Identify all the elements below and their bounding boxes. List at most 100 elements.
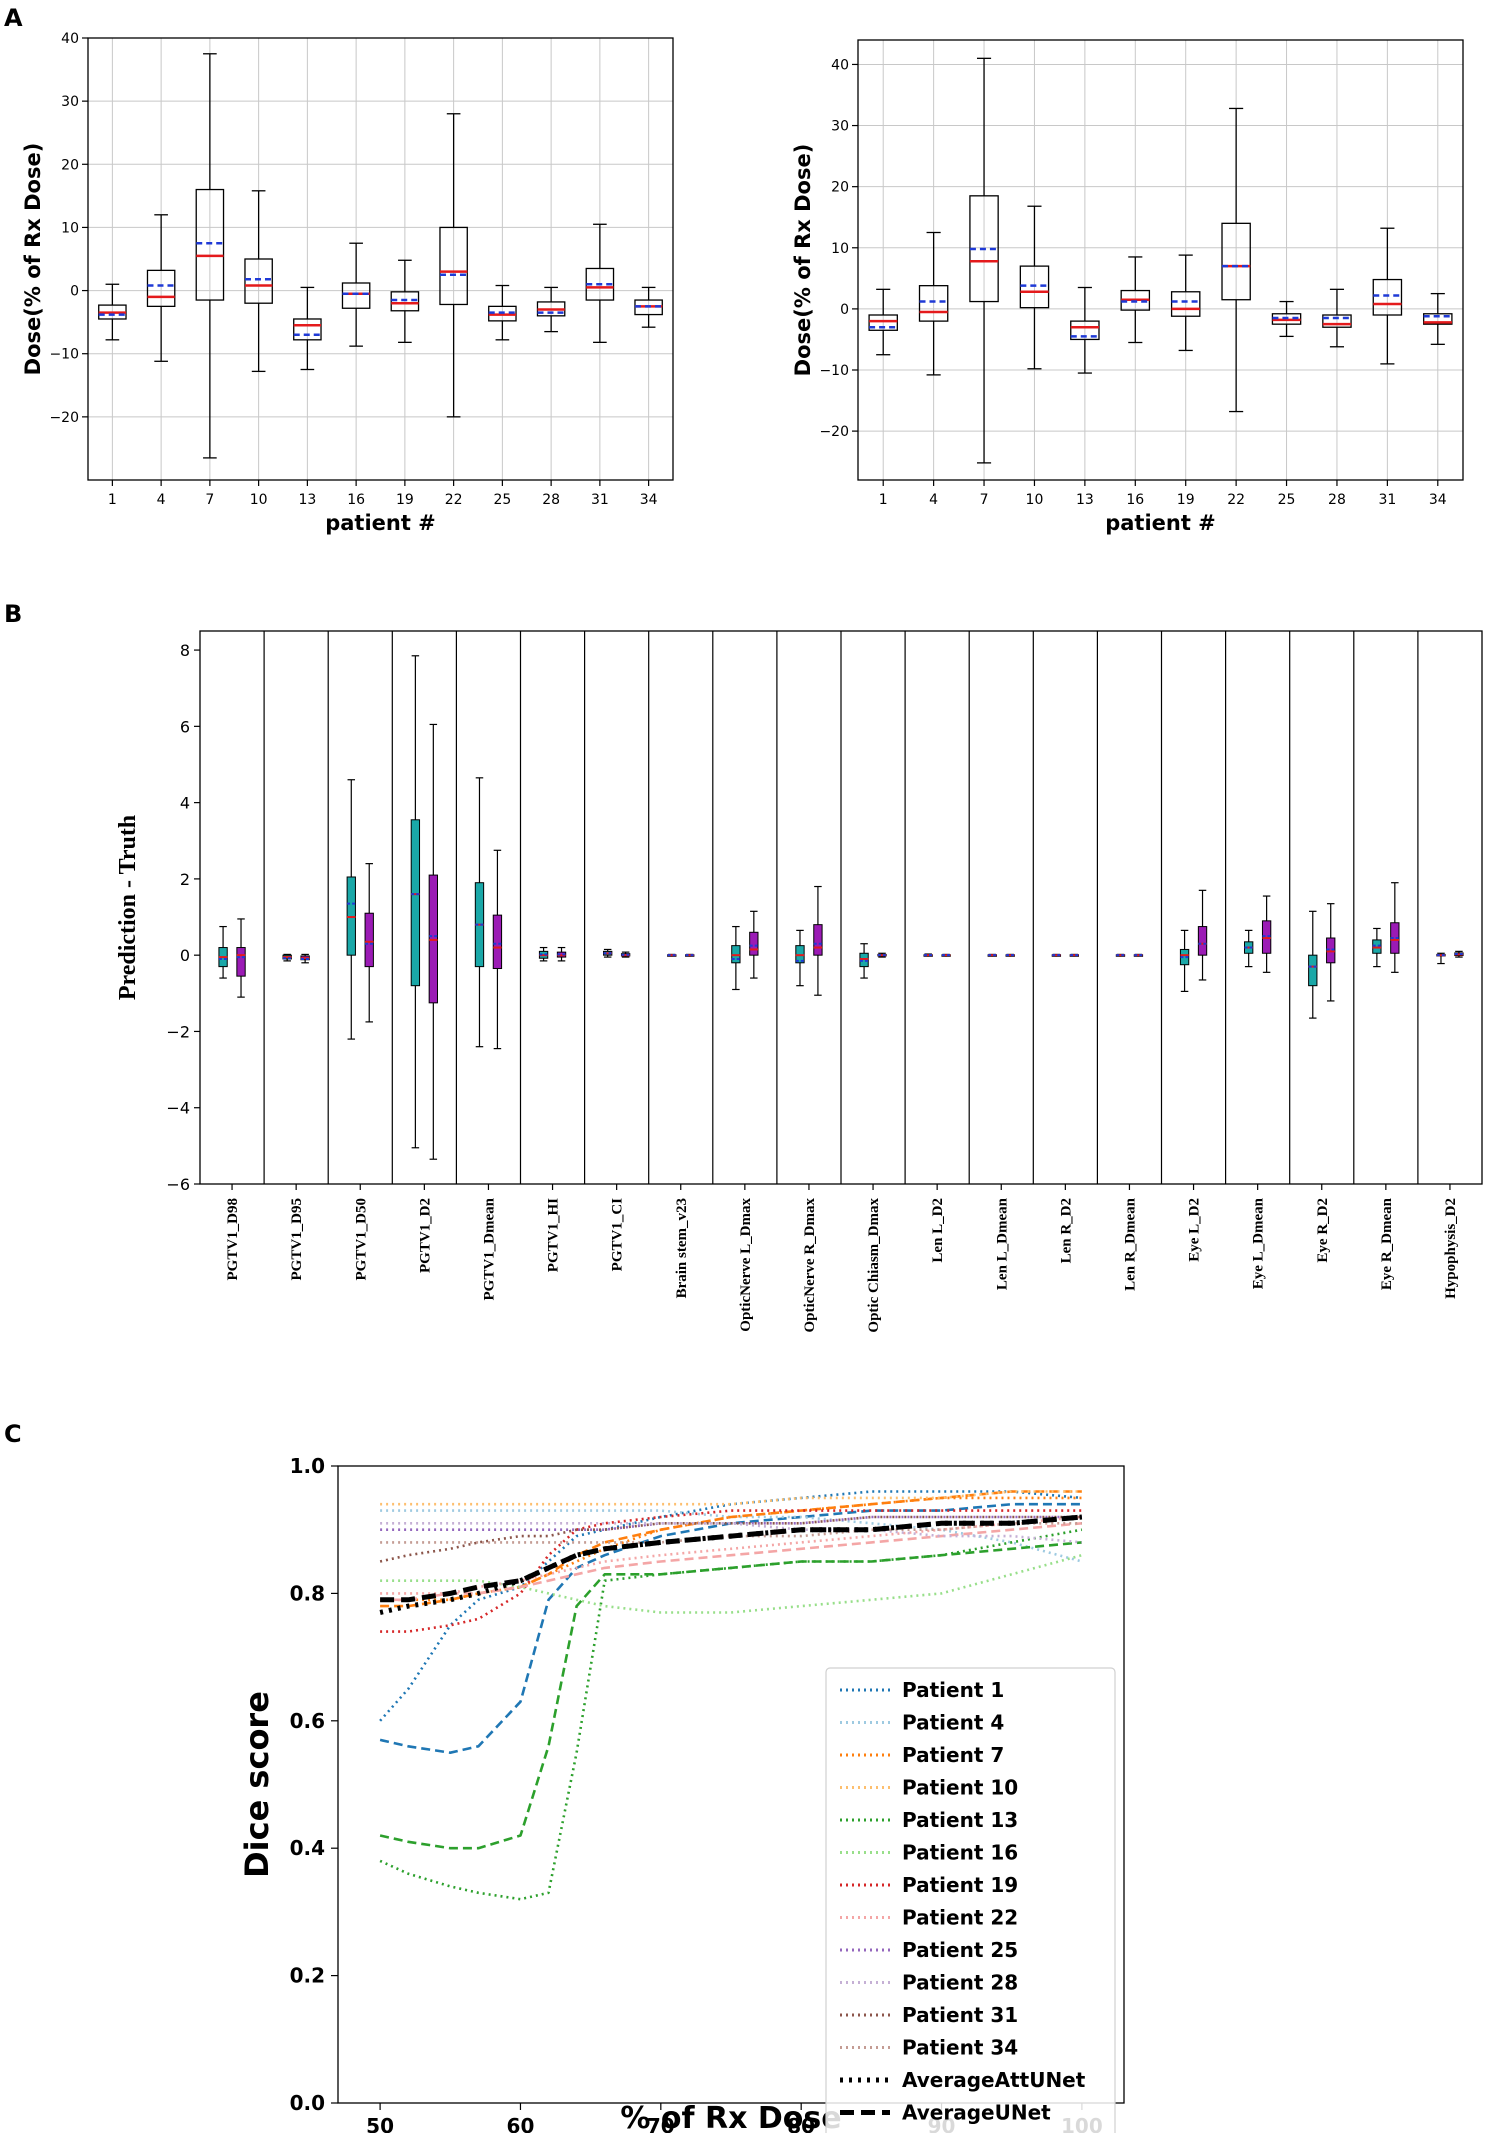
chart-a-left: −20 −10 0 10 20 30 40 1 4 7 10 13 16 19 22 25 28 31 34 pati… — [21, 31, 674, 535]
y-tick-label: 4 — [180, 794, 190, 813]
series-line — [380, 1509, 1083, 1563]
x-tick-label: PGTV1_CI — [610, 1198, 626, 1272]
box — [492, 914, 503, 970]
y-tick-label: 0 — [840, 302, 849, 318]
x-tick-label: PGTV1_HI — [546, 1198, 562, 1272]
box — [1221, 222, 1251, 301]
box — [1070, 320, 1100, 341]
x-tick-label: 13 — [298, 492, 316, 508]
x-axis-label: patient # — [325, 511, 436, 535]
x-tick-label: Len L_Dmean — [994, 1197, 1010, 1290]
legend-label: Patient 22 — [902, 1906, 1018, 1930]
x-tick-label: PGTV1_D95 — [289, 1198, 305, 1281]
x-tick-label: 60 — [507, 2114, 535, 2133]
x-tick-label: PGTV1_Dmean — [481, 1197, 497, 1300]
series-line — [380, 1515, 1083, 1595]
x-axis-label: % of Rx Dose — [620, 2101, 841, 2133]
y-tick-label: 8 — [180, 641, 190, 660]
x-tick-label: Eye R_Dmean — [1379, 1197, 1395, 1290]
y-tick-label: 30 — [61, 94, 79, 110]
x-tick-label: 10 — [1026, 492, 1044, 508]
x-tick-label: PGTV1_D2 — [417, 1198, 433, 1273]
x-tick-label: 31 — [1378, 492, 1396, 508]
y-tick-label: −6 — [166, 1175, 190, 1194]
panel-label-a: A — [4, 4, 23, 32]
x-tick-label: OpticNerve L_Dmax — [738, 1198, 754, 1332]
series-line — [380, 1515, 1082, 1531]
box — [813, 924, 823, 956]
legend-label: AverageUNet — [902, 2101, 1051, 2125]
y-tick-label: 10 — [61, 220, 79, 236]
y-tick-label: 20 — [61, 157, 79, 173]
y-tick-label: 0.4 — [290, 1836, 325, 1860]
x-tick-label: OpticNerve R_Dmax — [802, 1198, 818, 1333]
y-tick-label: 0.0 — [290, 2091, 325, 2115]
legend-label: Patient 19 — [902, 1873, 1018, 1897]
legend-label: Patient 13 — [902, 1808, 1018, 1832]
box — [1308, 954, 1318, 987]
x-tick-label: 25 — [1278, 492, 1296, 508]
y-tick-label: 0 — [180, 946, 190, 965]
x-tick-label: 19 — [396, 492, 414, 508]
x-tick-label: PGTV1_D50 — [353, 1198, 369, 1281]
legend-label: Patient 7 — [902, 1743, 1004, 1767]
y-tick-label: 0 — [70, 284, 79, 300]
y-axis-label: Prediction - Truth — [115, 815, 141, 1000]
y-tick-label: 40 — [61, 31, 79, 47]
x-tick-label: 13 — [1076, 492, 1094, 508]
legend-label: Patient 34 — [902, 2036, 1018, 2060]
x-tick-label: 70 — [647, 2114, 675, 2133]
x-tick-label: 22 — [1227, 492, 1245, 508]
y-axis-label: Dose(% of Rx Dose) — [21, 143, 45, 376]
y-tick-label: −2 — [166, 1022, 190, 1041]
x-tick-label: Hypophysis_D2 — [1443, 1198, 1459, 1299]
box — [244, 258, 273, 304]
box — [410, 819, 421, 987]
plot-frame — [87, 37, 674, 481]
chart-c: 0.00.20.40.60.81.05060708090100% of Rx D… — [238, 1454, 1125, 2133]
x-tick-label: 4 — [157, 492, 166, 508]
y-axis-label: Dose(% of Rx Dose) — [791, 144, 815, 377]
box — [1170, 291, 1201, 317]
y-tick-label: 2 — [180, 870, 190, 889]
x-tick-label: 28 — [1328, 492, 1346, 508]
y-tick-label: 0.6 — [290, 1709, 325, 1733]
plot-frame — [857, 39, 1464, 481]
legend-label: Patient 10 — [902, 1776, 1018, 1800]
box — [195, 188, 225, 301]
x-tick-label: 50 — [366, 2114, 394, 2133]
x-axis-label: patient # — [1105, 511, 1216, 535]
series-line — [380, 1509, 1082, 1633]
series-line — [380, 1522, 1083, 1602]
x-tick-label: 7 — [980, 492, 989, 508]
x-tick-label: 31 — [591, 492, 609, 508]
box — [1197, 926, 1208, 956]
box — [236, 947, 246, 977]
x-tick-label: Len L_D2 — [930, 1198, 946, 1263]
x-tick-label: 16 — [347, 492, 365, 508]
series-line — [380, 1514, 1083, 1603]
x-tick-label: 1 — [879, 492, 888, 508]
y-tick-label: −20 — [49, 410, 79, 426]
y-tick-label: −20 — [819, 424, 849, 440]
box — [918, 285, 949, 322]
x-tick-label: 19 — [1177, 492, 1195, 508]
legend-label: Patient 25 — [902, 1938, 1018, 1962]
legend-label: Patient 16 — [902, 1841, 1018, 1865]
legend-box — [825, 1667, 1116, 2133]
box — [146, 269, 176, 308]
x-tick-label: 16 — [1126, 492, 1144, 508]
x-tick-label: Optic Chiasm_Dmax — [866, 1198, 882, 1333]
panel-label-c: C — [4, 1420, 22, 1448]
box — [1423, 313, 1453, 325]
x-tick-label: Eye R_D2 — [1315, 1198, 1331, 1263]
x-tick-label: 25 — [493, 492, 511, 508]
y-tick-label: 1.0 — [290, 1454, 325, 1478]
x-tick-label: 28 — [542, 492, 560, 508]
box — [439, 226, 468, 306]
legend-label: Patient 1 — [902, 1678, 1004, 1702]
y-tick-label: 20 — [831, 180, 849, 196]
panel-label-b: B — [4, 600, 22, 628]
y-tick-label: 0.8 — [290, 1581, 325, 1605]
